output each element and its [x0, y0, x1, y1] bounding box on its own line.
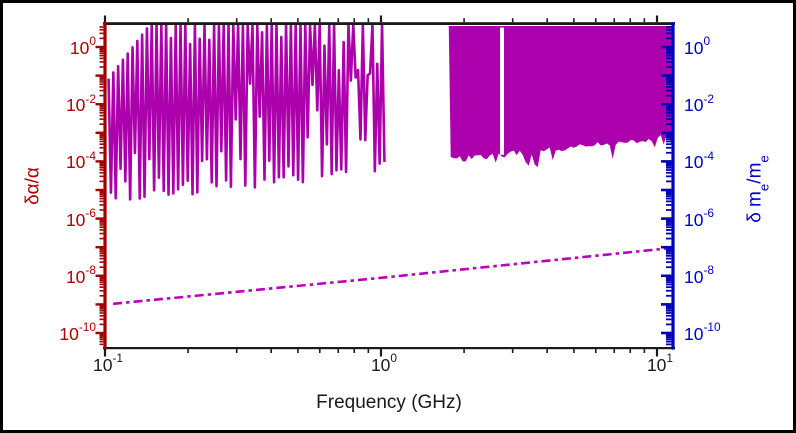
y-right-title-sub2: e: [756, 155, 772, 163]
x-tick-label: 10-1: [92, 351, 124, 375]
y-right-tick-label: 100: [684, 34, 711, 58]
comb-exclusion-band: [107, 24, 386, 201]
top-axis-line: [103, 22, 675, 25]
y-right-title-mid: /m: [744, 162, 766, 184]
y-right-tick-label: 10-2: [684, 91, 715, 116]
projected-limit-line: [112, 246, 673, 306]
left-axis-line: [103, 22, 107, 350]
y-left-tick-label: 10-10: [59, 320, 96, 344]
y-left-tick-label: 10-6: [65, 205, 96, 230]
y-left-tick-label: 10-4: [65, 148, 96, 173]
x-tick-label: 100: [370, 351, 398, 375]
y-right-tick-label: 10-8: [684, 263, 715, 287]
solid-exclusion-band: [448, 26, 673, 168]
x-axis-title: Frequency (GHz): [316, 392, 462, 413]
y-right-title-pre: δ m: [744, 191, 766, 223]
x-tick-label: 101: [646, 351, 674, 375]
band-notch: [500, 27, 504, 155]
axes-layer: [95, 15, 675, 357]
y-left-axis-title: δα/α: [22, 167, 44, 205]
bottom-axis-line: [103, 347, 675, 350]
y-left-tick-label: 10-2: [65, 91, 96, 116]
y-right-tick-label: 10-6: [684, 205, 715, 230]
series-layer: [107, 24, 673, 306]
y-right-title-sub1: e: [756, 183, 772, 192]
y-left-tick-label: 10-8: [65, 263, 96, 287]
y-left-tick-label: 100: [69, 34, 96, 58]
y-right-tick-label: 10-10: [684, 320, 721, 344]
right-axis-line: [671, 22, 675, 350]
plot-canvas: [95, 15, 675, 357]
y-right-axis-title: δ me/me: [744, 155, 772, 223]
y-right-tick-label: 10-4: [684, 148, 715, 173]
